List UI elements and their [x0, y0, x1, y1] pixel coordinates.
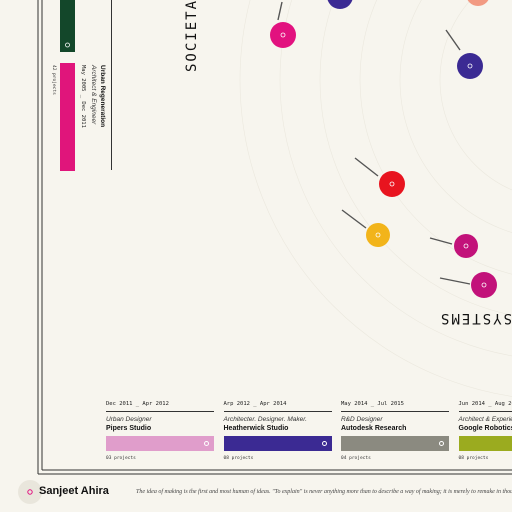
role: Architect & Engineer	[90, 65, 97, 125]
project-count: 08 projects	[458, 456, 489, 461]
author-name: Sanjeet Ahira	[39, 485, 109, 497]
project-count: 08 projects	[223, 456, 254, 461]
timeline-bar	[223, 436, 332, 451]
date: Dec 2011 _ Apr 2012	[106, 401, 169, 407]
frame	[37, 0, 512, 475]
company: Heatherwick Studio	[223, 425, 289, 432]
role: Architect & Experience Designer	[458, 416, 512, 423]
project-count: 03 projects	[106, 456, 136, 461]
heading: SOCIETAL	[184, 0, 200, 72]
divider	[341, 411, 449, 412]
timeline-bar	[106, 436, 214, 451]
company: Google Robotics	[458, 425, 512, 432]
divider	[458, 411, 512, 412]
date: Arp 2012 _ Apr 2014	[223, 401, 287, 407]
project-count: 42 projects	[51, 65, 56, 95]
node-labels	[277, 1, 471, 285]
company: Urban Regeneration	[99, 65, 106, 128]
project-nodes	[270, 0, 497, 298]
timeline-bar	[60, 63, 75, 171]
timeline-bar	[60, 0, 75, 52]
role: Urban Designer	[106, 416, 152, 423]
heading: SYSTEMS	[438, 310, 512, 326]
timeline-bar	[458, 436, 512, 451]
role: R&D Designer	[341, 416, 383, 423]
company: Pipers Studio	[106, 425, 152, 432]
card: Jun 2014 _ Aug 2016 Architect & Experienc…	[458, 401, 512, 461]
timeline-bar	[341, 436, 449, 451]
divider	[106, 411, 214, 412]
card: Arp 2012 _ Apr 2014 Architecter. Designer…	[223, 401, 332, 461]
logo	[18, 480, 42, 504]
arcs	[239, 0, 512, 397]
divider	[223, 411, 332, 412]
quote: The idea of making is the first and most…	[136, 489, 512, 495]
card: Dec 2011 _ Apr 2012 Urban Designer Pipers …	[106, 401, 214, 461]
date: May 2005 _ Dec 2011	[80, 65, 86, 128]
card: May 2014 _ Jul 2015 R&D Designer Autodesk …	[341, 401, 449, 461]
project-count: 04 projects	[341, 456, 371, 461]
date: Jun 2014 _ Aug 2016	[458, 401, 512, 407]
date: May 2014 _ Jul 2015	[341, 401, 404, 407]
role: Architecter. Designer. Maker.	[223, 416, 307, 423]
company: Autodesk Research	[341, 425, 407, 432]
